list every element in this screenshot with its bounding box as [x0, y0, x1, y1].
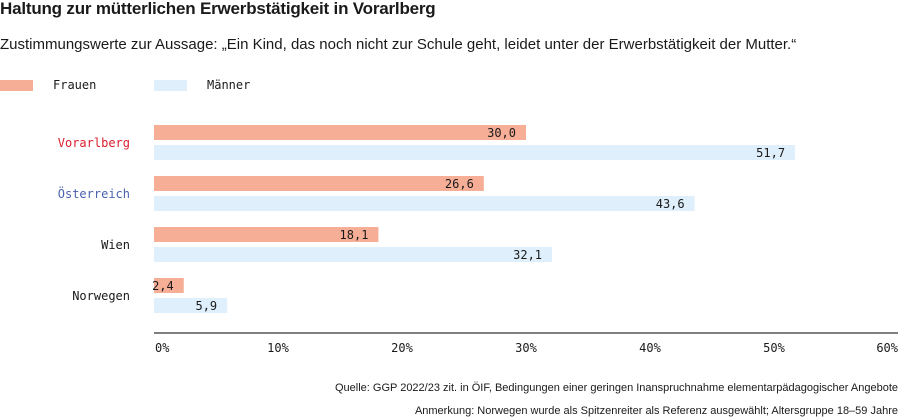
x-tick-label: 40% [639, 341, 661, 355]
bar-frauen [154, 227, 379, 242]
bar-maenner [154, 298, 228, 313]
legend-label-maenner: Männer [207, 78, 251, 92]
source-note: Quelle: GGP 2022/23 zit. in ÖIF, Bedingu… [334, 382, 898, 394]
x-tick-label: 0% [155, 341, 170, 355]
x-tick-label: 50% [763, 341, 785, 355]
bar-frauen [154, 278, 184, 293]
bar-frauen [154, 125, 526, 140]
data-label: 2,4 [152, 279, 174, 293]
data-label: 5,9 [195, 299, 217, 313]
data-label: 51,7 [756, 146, 785, 160]
x-tick-label: 10% [267, 341, 289, 355]
legend-label-frauen: Frauen [53, 78, 97, 92]
category-label: Wien [101, 238, 130, 252]
category-label: Norwegen [72, 289, 130, 303]
legend-swatch-maenner [154, 80, 187, 91]
x-tick-label: 30% [515, 341, 537, 355]
category-label: Vorarlberg [58, 136, 130, 150]
bar-maenner [154, 145, 796, 160]
x-tick-label: 20% [391, 341, 413, 355]
x-tick-label: 60% [876, 341, 898, 355]
data-label: 26,6 [445, 177, 474, 191]
remark-note: Anmerkung: Norwegen wurde als Spitzenrei… [414, 405, 898, 417]
chart-title: Haltung zur mütterlichen Erwerbstätigkei… [0, 0, 436, 18]
data-label: 43,6 [656, 197, 685, 211]
bar-frauen [154, 176, 484, 191]
bar-maenner [154, 196, 695, 211]
chart-subtitle: Zustimmungswerte zur Aussage: „Ein Kind,… [0, 36, 797, 53]
category-label: Österreich [58, 185, 130, 201]
data-label: 18,1 [340, 228, 369, 242]
data-label: 32,1 [513, 248, 542, 262]
legend-swatch-frauen [0, 80, 33, 91]
bar-maenner [154, 247, 553, 262]
data-label: 30,0 [487, 126, 516, 140]
